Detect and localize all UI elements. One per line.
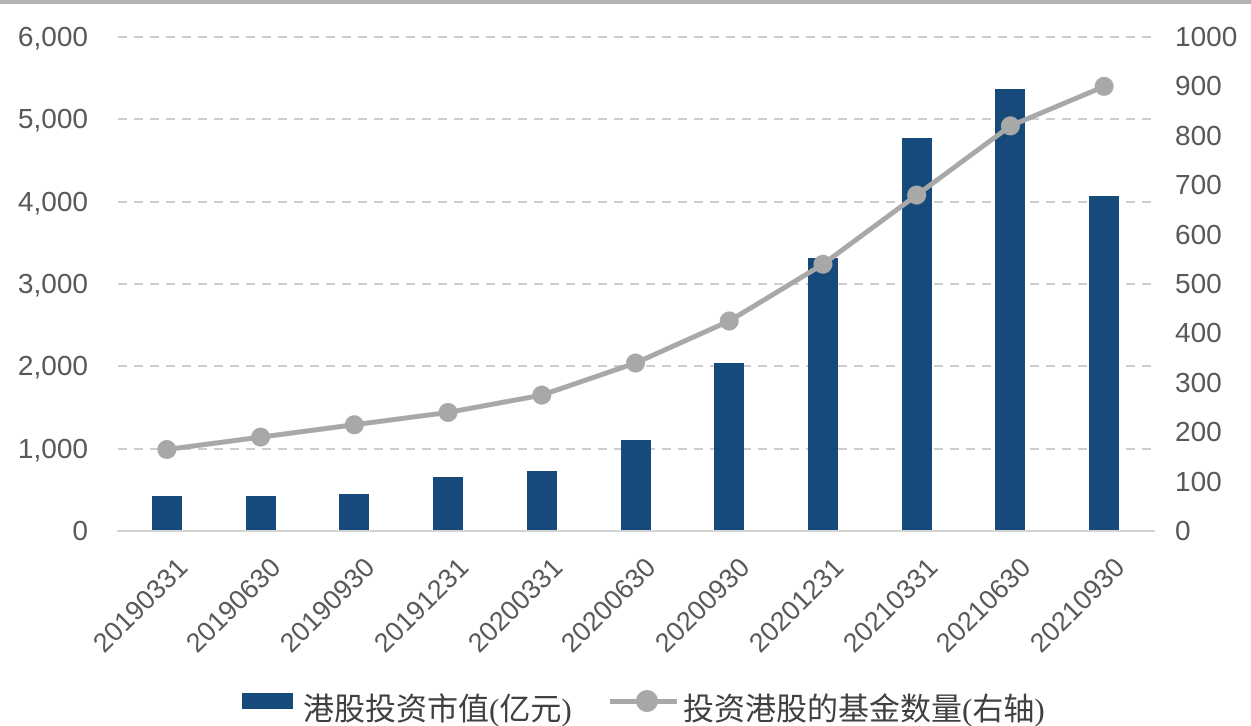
window-top-edge — [0, 0, 1251, 4]
left-axis-tick: 2,000 — [17, 350, 88, 382]
bar-20190930 — [339, 493, 370, 531]
x-axis-baseline — [117, 530, 1155, 532]
right-axis-tick: 800 — [1175, 119, 1222, 151]
bar-20190630 — [245, 495, 276, 531]
bar-20201231 — [807, 258, 838, 531]
line-marker-20201231 — [813, 254, 833, 274]
bar-20200930 — [714, 363, 745, 531]
legend-bar-label: 港股投资市值(亿元) — [303, 692, 572, 726]
right-axis-tick: 0 — [1175, 515, 1191, 546]
line-marker-20200331 — [532, 385, 552, 405]
line-marker-20191231 — [438, 402, 458, 422]
line-marker-20200930 — [719, 311, 739, 331]
left-axis-tick: 6,000 — [17, 21, 88, 52]
right-axis-tick: 200 — [1175, 416, 1222, 448]
bar-20210630 — [995, 88, 1026, 531]
right-axis-tick: 100 — [1175, 465, 1222, 497]
line-marker-20190630 — [251, 427, 271, 447]
bar-20191231 — [433, 476, 464, 531]
left-axis-tick: 4,000 — [17, 185, 88, 217]
legend: 港股投资市值(亿元) 投资港股的基金数量(右轴) — [0, 676, 1251, 726]
legend-line-label: 投资港股的基金数量(右轴) — [683, 692, 1045, 726]
gridline — [118, 118, 1158, 121]
right-axis-tick: 700 — [1175, 169, 1222, 201]
right-axis-tick: 900 — [1175, 70, 1222, 102]
line-path — [166, 84, 1106, 452]
right-axis-tick: 1000 — [1175, 21, 1238, 52]
bar-20200331 — [526, 470, 557, 531]
line-marker-20190930 — [344, 415, 364, 435]
legend-line-marker-icon — [636, 690, 658, 712]
gridline — [118, 36, 1158, 38]
right-axis-tick: 400 — [1175, 317, 1222, 349]
line-marker-20200630 — [626, 353, 645, 373]
gridline — [118, 200, 1158, 203]
line-marker-20190331 — [157, 439, 177, 459]
gridline — [118, 283, 1158, 285]
line-marker-20210630 — [1000, 116, 1020, 136]
line-marker-20210930 — [1094, 76, 1114, 96]
right-axis-tick: 600 — [1175, 218, 1222, 250]
bar-20210930 — [1089, 195, 1120, 531]
right-axis-tick: 500 — [1175, 268, 1222, 299]
left-axis-tick: 0 — [72, 515, 88, 546]
left-axis-tick: 3,000 — [17, 268, 88, 299]
right-axis-tick: 300 — [1175, 366, 1222, 398]
bar-20200630 — [620, 439, 651, 531]
legend-bar-swatch — [242, 693, 293, 709]
line-marker-20210331 — [907, 185, 927, 205]
left-axis-tick: 1,000 — [17, 432, 88, 464]
left-axis-tick: 5,000 — [17, 103, 88, 135]
bar-20190331 — [151, 495, 182, 531]
